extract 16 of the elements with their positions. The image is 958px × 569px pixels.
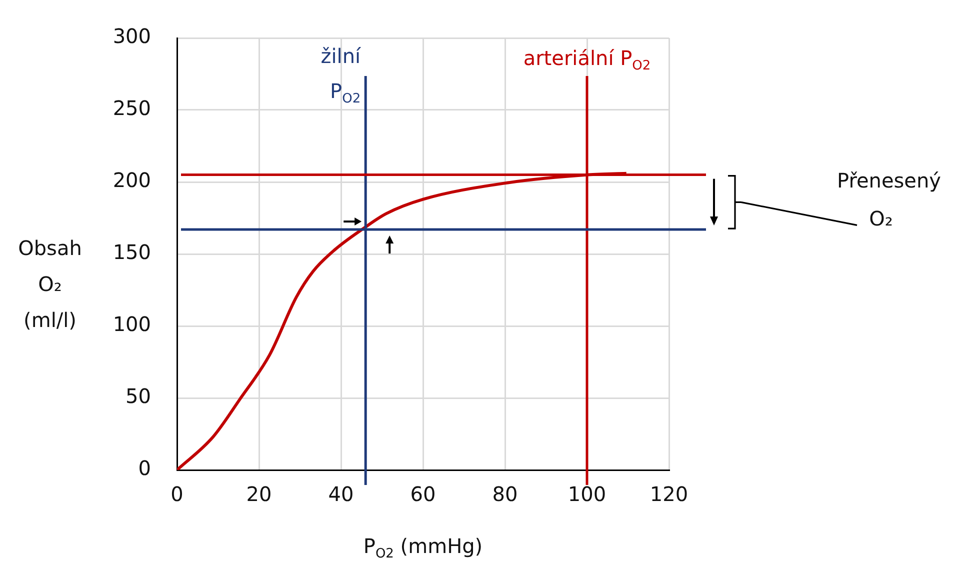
y-tick-label: 100	[112, 312, 151, 336]
x-tick-label: 80	[492, 482, 518, 506]
x-tick-label: 40	[328, 482, 354, 506]
y-tick-label: 250	[112, 96, 151, 120]
y-tick-label: 50	[126, 384, 151, 408]
y-tick-label: 0	[138, 456, 151, 480]
y-tick-label: 150	[112, 240, 151, 264]
x-tick-label: 20	[246, 482, 272, 506]
x-tick-label: 0	[170, 482, 184, 506]
x-tick-label: 60	[410, 482, 436, 506]
x-tick-label: 100	[568, 482, 606, 506]
x-tick-label: 120	[650, 482, 688, 506]
y-tick-label: 300	[112, 24, 151, 48]
y-tick-label: 200	[112, 168, 151, 192]
text: Přenesený O₂	[836, 168, 942, 230]
y-axis-title: Obsah O₂ (ml/l)	[18, 236, 82, 332]
